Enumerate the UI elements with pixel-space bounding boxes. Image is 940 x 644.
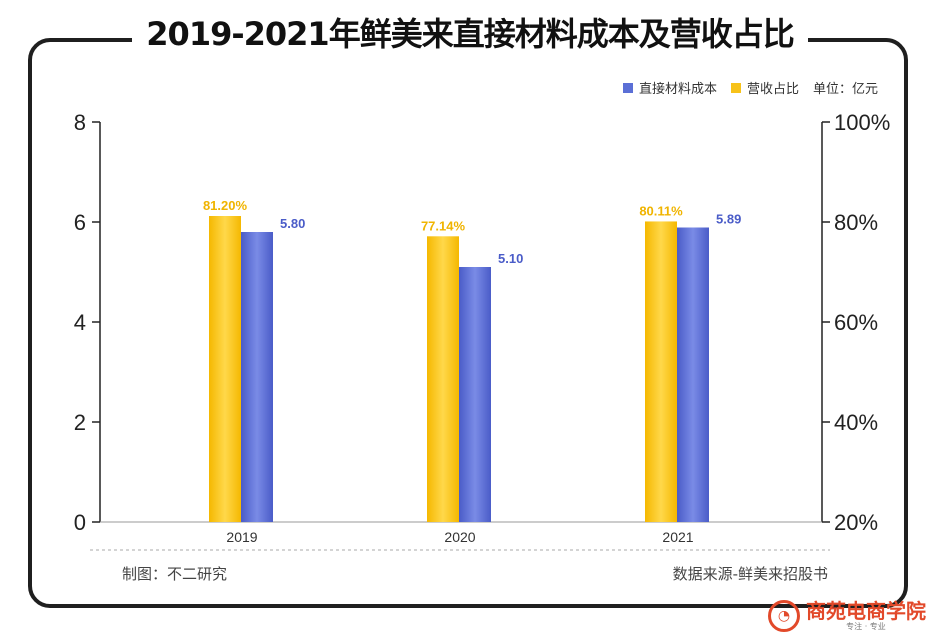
- data-label-ratio-2021: 80.11%: [639, 203, 683, 218]
- x-tick-label-2021: 2021: [662, 529, 693, 545]
- x-tick-label-2019: 2019: [226, 529, 257, 545]
- right-tick-label: 40%: [834, 410, 878, 435]
- legend-swatch-ratio: [730, 82, 741, 93]
- right-tick-label: 100%: [834, 110, 890, 135]
- legend-label-cost: 直接材料成本: [638, 82, 717, 97]
- data-label-ratio-2020: 77.14%: [421, 218, 466, 233]
- data-label-cost-2021: 5.89: [716, 212, 741, 227]
- data-label-cost-2020: 5.10: [498, 251, 523, 266]
- bar-ratio-2021: [645, 221, 677, 522]
- left-tick-label: 6: [74, 210, 86, 235]
- legend-item-cost: 直接材料成本: [622, 78, 717, 97]
- right-tick-label: 80%: [834, 210, 878, 235]
- brand-logo: ◔ 商苑电商学院 专注 · 专业: [768, 600, 926, 632]
- chart-title: 2019-2021年鲜美来直接材料成本及营收占比: [132, 14, 808, 54]
- left-tick-label: 4: [74, 310, 86, 335]
- legend-unit: 单位：亿元: [812, 82, 878, 97]
- brand-name: 商苑电商学院: [806, 599, 926, 623]
- data-label-cost-2019: 5.80: [280, 216, 305, 231]
- left-tick-label: 8: [74, 110, 86, 135]
- brand-text: 商苑电商学院 专注 · 专业: [806, 600, 926, 632]
- right-tick-label: 20%: [834, 510, 878, 535]
- brand-emblem-icon: ◔: [768, 600, 800, 632]
- data-label-ratio-2019: 81.20%: [203, 198, 248, 213]
- footer-source: 数据来源-鲜美来招股书: [672, 565, 828, 583]
- legend: 直接材料成本 营收占比 单位：亿元: [622, 78, 878, 97]
- brand-sub: 专注 · 专业: [846, 622, 886, 631]
- bar-cost-2020: [459, 267, 491, 522]
- bar-ratio-2019: [209, 216, 241, 522]
- legend-swatch-cost: [622, 82, 633, 93]
- bar-ratio-2020: [427, 236, 459, 523]
- legend-item-ratio: 营收占比: [730, 78, 799, 97]
- bar-cost-2021: [677, 227, 709, 522]
- footer-credit: 制图：不二研究: [122, 565, 228, 583]
- x-tick-label-2020: 2020: [444, 529, 475, 545]
- title-wrap: 2019-2021年鲜美来直接材料成本及营收占比: [0, 14, 940, 54]
- legend-label-ratio: 营收占比: [746, 82, 799, 97]
- right-tick-label: 60%: [834, 310, 878, 335]
- bar-cost-2019: [241, 232, 273, 522]
- left-tick-label: 0: [74, 510, 86, 535]
- left-tick-label: 2: [74, 410, 86, 435]
